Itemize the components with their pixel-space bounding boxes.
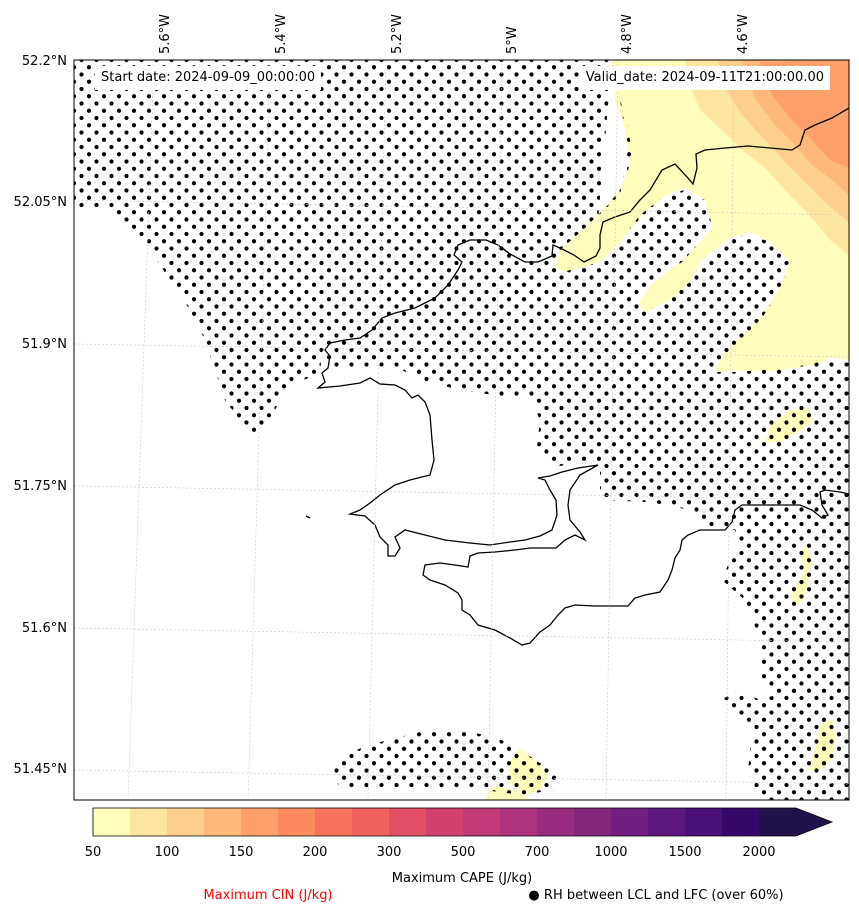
gridline-lat-3 xyxy=(74,485,849,501)
colorbar-segment xyxy=(315,808,352,836)
rh-legend-label: ● RH between LCL and LFC (over 60%) xyxy=(528,888,784,903)
gridline-lon-2 xyxy=(247,60,271,800)
colorbar-segment xyxy=(204,808,241,836)
gridline-lat-5 xyxy=(74,769,849,785)
colorbar-outline xyxy=(92,807,834,837)
lon-label-4: 5°W xyxy=(505,26,520,54)
map-area xyxy=(74,60,849,800)
coastline xyxy=(305,107,849,646)
lat-label-2: 52.05°N xyxy=(14,195,67,210)
colorbar-segment xyxy=(722,808,759,836)
colorbar-segment xyxy=(648,808,685,836)
colorbar-tick-label: 500 xyxy=(450,845,476,860)
colorbar xyxy=(92,807,834,837)
colorbar-segment xyxy=(93,808,130,836)
graticule xyxy=(74,60,849,800)
lon-labels: 5.6°W 5.4°W 5.2°W 5°W 4.8°W 4.6°W xyxy=(158,14,751,54)
colorbar-segment xyxy=(685,808,722,836)
coastline-main xyxy=(316,107,849,646)
coastline-islet xyxy=(305,515,311,519)
colorbar-segment xyxy=(389,808,426,836)
rh-region-south xyxy=(330,730,560,795)
colorbar-segment xyxy=(463,808,500,836)
rh-region-north xyxy=(74,60,849,700)
colorbar-segment xyxy=(167,808,204,836)
lon-label-2: 5.4°W xyxy=(274,14,289,54)
colorbar-tick-label: 50 xyxy=(84,845,102,860)
colorbar-segment xyxy=(759,808,796,836)
colorbar-extend-arrow xyxy=(796,808,832,836)
gridline-lat-4 xyxy=(74,627,849,643)
colorbar-segment xyxy=(278,808,315,836)
rh-stipple xyxy=(74,60,849,800)
cin-legend-label: Maximum CIN (J/kg) xyxy=(203,888,333,903)
gridline-lon-5 xyxy=(605,60,619,800)
lon-label-5: 4.8°W xyxy=(620,14,635,54)
colorbar-segment xyxy=(574,808,611,836)
colorbar-segment xyxy=(611,808,648,836)
lon-label-6: 4.6°W xyxy=(736,14,751,54)
colorbar-tick-label: 1500 xyxy=(668,845,702,860)
rh-region-east xyxy=(720,676,849,800)
colorbar-tick-label: 200 xyxy=(302,845,328,860)
lat-label-5: 51.6°N xyxy=(22,621,67,636)
gridline-lat-1 xyxy=(74,199,849,216)
lat-label-1: 52.2°N xyxy=(22,54,67,69)
lat-label-4: 51.75°N xyxy=(14,479,67,494)
colorbar-title: Maximum CAPE (J/kg) xyxy=(391,871,533,886)
colorbar-segment xyxy=(426,808,463,836)
lon-label-1: 5.6°W xyxy=(158,14,173,54)
start-date-label: Start date: 2024-09-09_00:00:00 xyxy=(95,66,322,90)
colorbar-tick-label: 2000 xyxy=(742,845,776,860)
gridline-lon-1 xyxy=(127,60,155,800)
lon-label-3: 5.2°W xyxy=(390,14,405,54)
colorbar-segment xyxy=(241,808,278,836)
colorbar-tick-label: 100 xyxy=(154,845,180,860)
colorbar-tick-label: 1000 xyxy=(594,845,628,860)
gridline-lon-4 xyxy=(487,60,503,800)
gridline-lon-6 xyxy=(725,60,735,800)
map-frame xyxy=(73,59,850,801)
gridline-lat-2 xyxy=(74,343,849,358)
gridline-lon-3 xyxy=(367,60,387,800)
colorbar-tick-label: 300 xyxy=(376,845,402,860)
colorbar-segment xyxy=(537,808,574,836)
colorbar-tick-label: 700 xyxy=(524,845,550,860)
lat-label-3: 51.9°N xyxy=(22,337,67,352)
colorbar-tick-label: 150 xyxy=(228,845,254,860)
colorbar-segment xyxy=(500,808,537,836)
colorbar-segment xyxy=(352,808,389,836)
lat-labels: 52.2°N 52.05°N 51.9°N 51.75°N 51.6°N 51.… xyxy=(14,54,67,777)
valid-date-label: Valid_date: 2024-09-11T21:00:00.00 xyxy=(579,66,830,90)
colorbar-segment xyxy=(130,808,167,836)
lat-label-6: 51.45°N xyxy=(14,762,67,777)
